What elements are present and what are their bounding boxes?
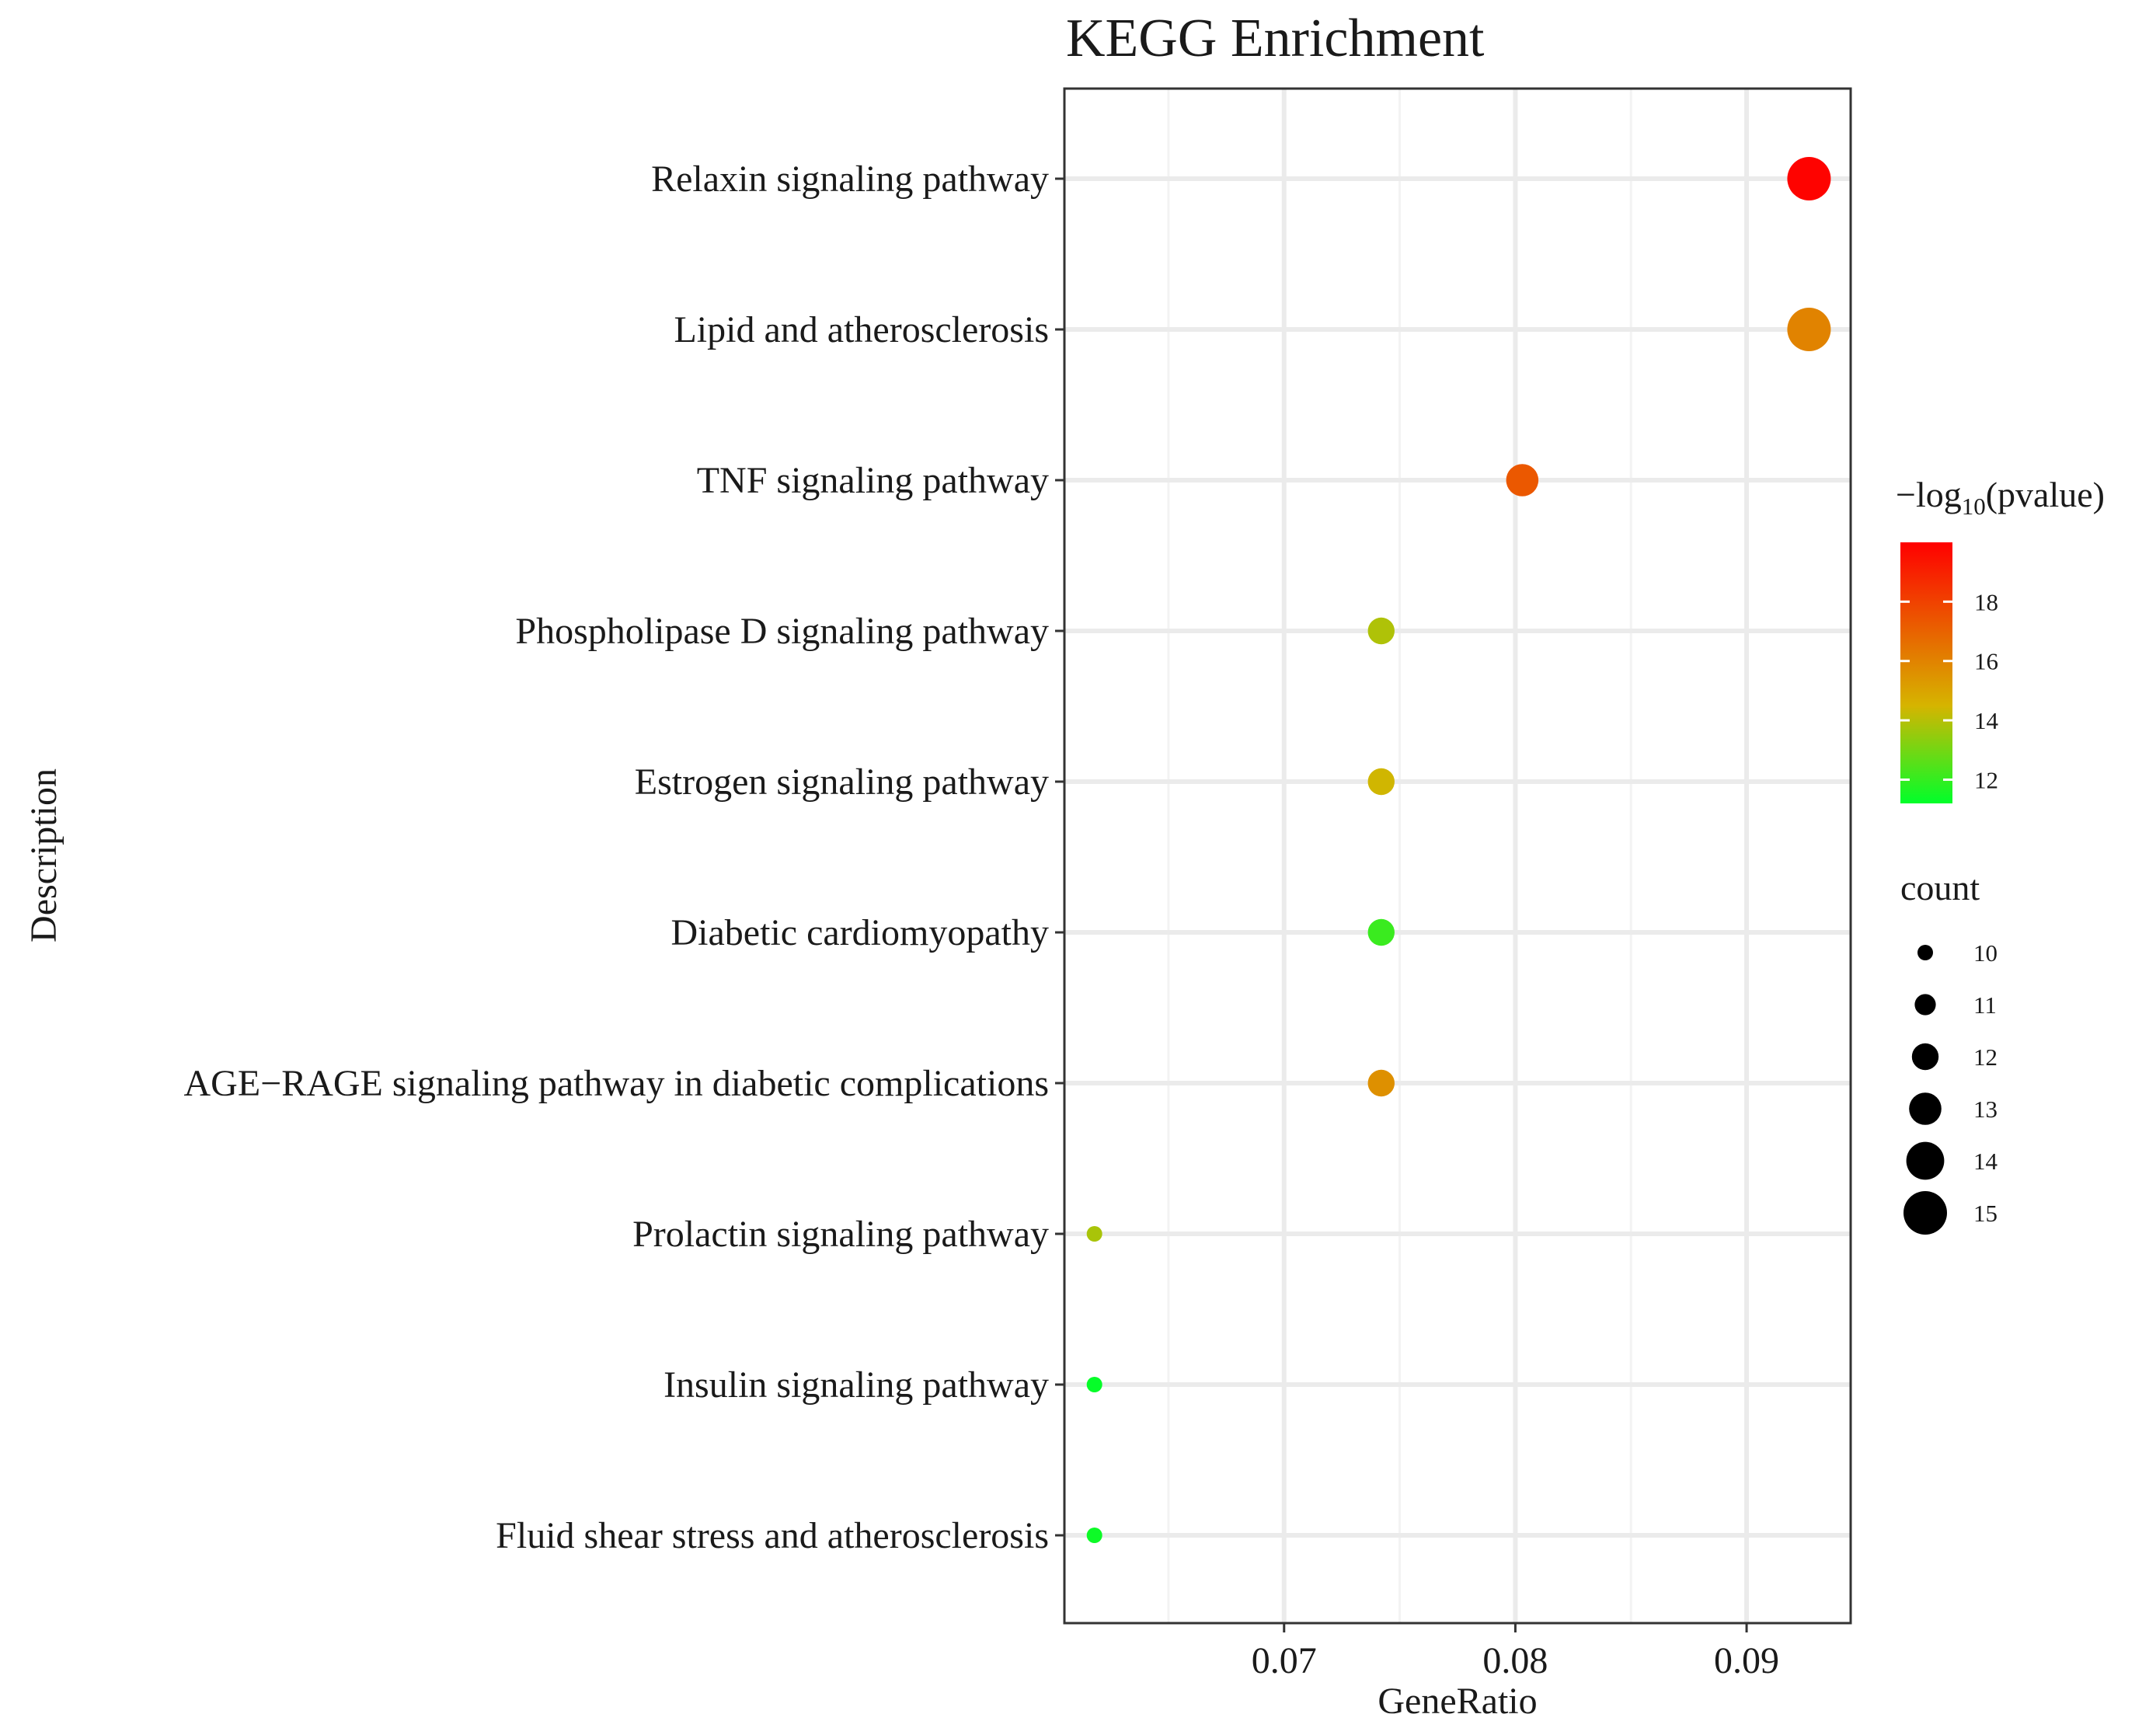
size-legend-dot (1906, 1141, 1945, 1180)
category-label: Phospholipase D signaling pathway (515, 611, 1049, 652)
size-legend-label: 12 (1973, 1043, 1998, 1071)
size-legend-label: 15 (1973, 1200, 1998, 1227)
x-axis-ticks: 0.07 0.08 0.09 (1252, 1623, 1779, 1681)
data-point (1787, 308, 1831, 351)
size-legend-dot (1911, 1043, 1939, 1071)
category-label: Insulin signaling pathway (664, 1364, 1049, 1406)
color-bar (1900, 542, 1952, 803)
color-bar-tick-label: 18 (1974, 588, 1998, 615)
size-legend-dot (1914, 994, 1936, 1016)
size-legend: count 10 11 12 13 14 15 (1900, 868, 1998, 1235)
color-legend: −log10(pvalue) 12 14 16 18 (1896, 475, 2105, 803)
size-legend-dot (1903, 1191, 1947, 1235)
data-point (1367, 768, 1395, 796)
category-label: Prolactin signaling pathway (632, 1214, 1049, 1255)
x-tick-label: 0.08 (1482, 1640, 1548, 1681)
category-label: AGE−RAGE signaling pathway in diabetic c… (183, 1063, 1049, 1104)
data-point (1086, 1528, 1102, 1543)
data-point (1367, 617, 1395, 645)
size-legend-items: 10 11 12 13 14 15 (1903, 939, 1998, 1235)
x-tick-label: 0.09 (1714, 1640, 1779, 1681)
category-label: TNF signaling pathway (697, 460, 1049, 501)
size-legend-label: 13 (1973, 1096, 1998, 1123)
category-label: Fluid shear stress and atherosclerosis (496, 1515, 1049, 1556)
data-point (1086, 1377, 1102, 1392)
size-legend-dot (1909, 1092, 1942, 1125)
color-legend-title-prefix: −log (1896, 475, 1962, 514)
color-legend-title: −log10(pvalue) (1896, 475, 2105, 520)
x-tick-label: 0.07 (1252, 1640, 1317, 1681)
size-legend-title: count (1900, 868, 1980, 908)
data-point (1367, 918, 1395, 946)
size-legend-label: 10 (1973, 939, 1998, 967)
data-point (1787, 157, 1831, 200)
category-label: Lipid and atherosclerosis (674, 309, 1049, 350)
grid-lines (1064, 89, 1851, 1623)
color-bar-tick-label: 12 (1974, 766, 1998, 793)
color-legend-title-sub: 10 (1962, 493, 1986, 520)
chart-title: KEGG Enrichment (1066, 9, 1485, 68)
plot-border (1063, 87, 1852, 1625)
data-point (1506, 464, 1539, 496)
category-labels: Relaxin signaling pathway Lipid and ather… (183, 159, 1064, 1556)
color-legend-title-suffix: (pvalue) (1986, 475, 2105, 514)
size-legend-label: 14 (1973, 1148, 1998, 1175)
size-legend-label: 11 (1973, 991, 1997, 1019)
category-label: Diabetic cardiomyopathy (671, 912, 1050, 953)
x-axis-title: GeneRatio (1378, 1681, 1537, 1722)
plot-panel (1064, 89, 1851, 1623)
color-bar-tick-label: 16 (1974, 648, 1998, 675)
data-point (1086, 1226, 1102, 1242)
size-legend-dot (1917, 945, 1933, 960)
category-label: Relaxin signaling pathway (651, 159, 1049, 200)
category-label: Estrogen signaling pathway (635, 761, 1049, 803)
y-axis-title: Description (23, 768, 64, 942)
data-point (1367, 1069, 1395, 1097)
color-bar-ticks: 12 14 16 18 (1900, 588, 1999, 793)
data-points (1086, 157, 1831, 1543)
color-bar-tick-label: 14 (1974, 707, 1999, 734)
